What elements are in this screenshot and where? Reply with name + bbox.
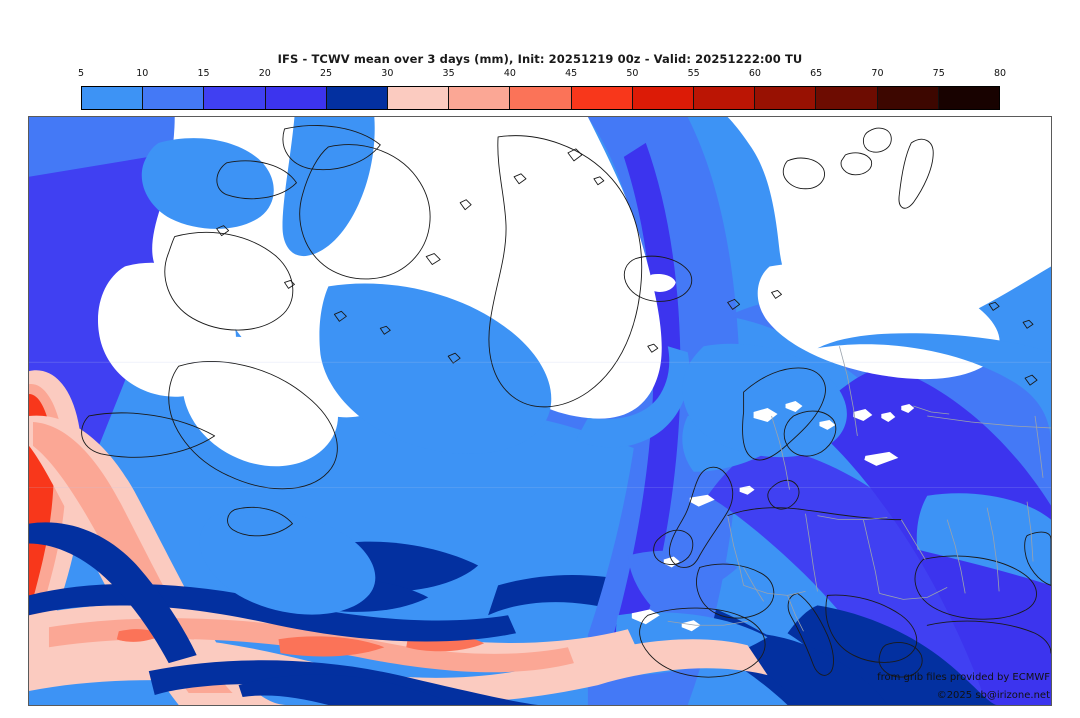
field-25-30-adriatic [717, 632, 888, 705]
colorbar-segment-10-15 [143, 87, 205, 109]
field-under5-iceland-dot [647, 273, 676, 292]
tcwv-field [29, 117, 1051, 705]
colorbar-segment-35-40 [449, 87, 511, 109]
field-under5-greenland-canada [152, 117, 662, 419]
colorbar-tick-10: 10 [136, 68, 149, 79]
colorbar-segment-15-20 [204, 87, 266, 109]
field-5-10-labradorsea [199, 510, 376, 615]
field-30-35-subtropical-band [29, 635, 768, 704]
field-5-10-karasea [817, 333, 1051, 446]
colorbar-segment-20-25 [265, 87, 327, 109]
colorbar: 5 10 15 20 25 30 35 40 45 50 55 60 65 70 75 80 [78, 68, 1006, 110]
field-20-25-uk-approach [727, 296, 1051, 705]
field-5-10-greenland-fringe [575, 346, 690, 448]
field-40-45-band-dot1 [278, 636, 385, 657]
field-under5-labrador [182, 336, 339, 467]
colorbar-segment-30-35 [388, 87, 450, 109]
field-5-10-blacksea [916, 493, 1051, 586]
chart-title: IFS - TCWV mean over 3 days (mm), Init: … [277, 52, 803, 66]
map-canvas[interactable] [28, 116, 1052, 706]
colorbar-tick-30: 30 [381, 68, 394, 79]
colorbar-tick-40: 40 [503, 68, 516, 79]
colorbar-tick-20: 20 [258, 68, 271, 79]
field-5-10-baffin [282, 117, 375, 257]
colorbar-tick-75: 75 [932, 68, 945, 79]
colorbar-segment-75-80 [938, 87, 1000, 109]
colorbar-tick-65: 65 [810, 68, 823, 79]
copyright-attribution: ©2025 sb@irizone.net [936, 690, 1050, 701]
colorbar-tick-15: 15 [197, 68, 210, 79]
colorbar-tick-5: 5 [77, 68, 85, 79]
graticule [29, 361, 1051, 489]
field-25-30-europe [707, 445, 1038, 705]
colorbar-segment-50-55 [632, 87, 695, 109]
colorbar-segment-70-75 [877, 87, 939, 109]
coastlines [81, 125, 1051, 678]
colorbar-segment-40-45 [510, 87, 572, 109]
colorbar-segment-65-70 [816, 87, 878, 109]
field-25-30-wedge-left [29, 522, 197, 664]
field-5-10-norwegian [682, 343, 847, 458]
colorbar-tick-labels: 5 10 15 20 25 30 35 40 45 50 55 60 65 70 75 80 [77, 68, 1006, 84]
colorbar-segment-5-10 [82, 87, 144, 109]
colorbar-segment-25-30 [326, 87, 389, 109]
colorbar-tick-60: 60 [748, 68, 761, 79]
colorbar-tick-50: 50 [626, 68, 639, 79]
field-40-45-band-dot3 [116, 629, 161, 642]
field-5-10-northatlantic-cool [319, 283, 552, 454]
colorbar-tick-70: 70 [871, 68, 884, 79]
colorbar-segment-55-60 [694, 87, 756, 109]
colorbar-tick-80: 80 [993, 68, 1007, 79]
colorbar-segment-45-50 [571, 87, 633, 109]
country-borders [667, 346, 1051, 632]
field-25-30-ribbon-hook [238, 674, 459, 705]
colorbar-gradient [81, 86, 1000, 110]
field-10-15-biscay [627, 550, 738, 614]
colorbar-tick-35: 35 [442, 68, 455, 79]
colorbar-tick-45: 45 [565, 68, 578, 79]
field-dry-pockets [623, 243, 915, 632]
data-source-attribution: from grib files provided by ECMWF [877, 672, 1050, 683]
colorbar-segment-60-65 [755, 87, 817, 109]
colorbar-tick-55: 55 [687, 68, 700, 79]
colorbar-tick-25: 25 [320, 68, 333, 79]
